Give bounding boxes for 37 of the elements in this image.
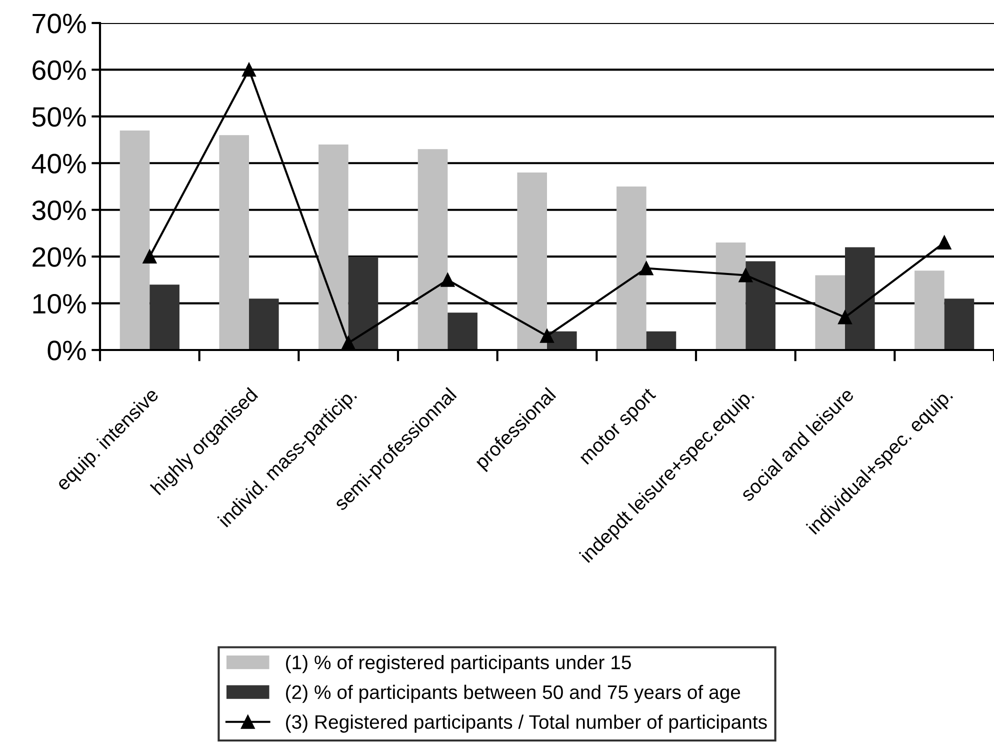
y-tick-label: 70% (32, 14, 86, 34)
bar (646, 331, 676, 350)
bar (517, 172, 547, 350)
y-tick-label: 10% (33, 294, 86, 314)
bar (150, 284, 180, 350)
bar (249, 298, 279, 350)
bar (318, 144, 348, 350)
y-tick-label: 30% (32, 200, 86, 220)
bar (348, 256, 378, 350)
bar (716, 242, 746, 350)
y-tick-label: 20% (32, 247, 86, 267)
bar (418, 149, 448, 350)
point (540, 329, 554, 343)
y-tick-label: 60% (32, 60, 86, 80)
bar (120, 130, 150, 350)
bar (944, 298, 974, 350)
bar (219, 135, 249, 350)
point (242, 62, 256, 77)
legend-label: (2) % of participants between 50 and 75 years of age (286, 684, 740, 703)
y-tick-label: 40% (32, 154, 86, 174)
bar (616, 186, 646, 350)
point (738, 268, 753, 282)
point (838, 310, 852, 324)
point (639, 261, 654, 276)
point (341, 336, 356, 350)
bar (845, 247, 875, 350)
bar (448, 312, 478, 350)
point (937, 236, 952, 250)
point (142, 250, 157, 264)
bar (746, 261, 776, 350)
legend-label: (1) % of registered participants under 15 (286, 655, 631, 674)
y-tick-label: 50% (32, 107, 86, 127)
bar (914, 270, 944, 350)
y-tick-label: 0% (48, 340, 86, 360)
bar (815, 275, 845, 350)
point (440, 272, 455, 287)
legend-label: (3) Registered participants / Total number of participants (286, 714, 767, 733)
